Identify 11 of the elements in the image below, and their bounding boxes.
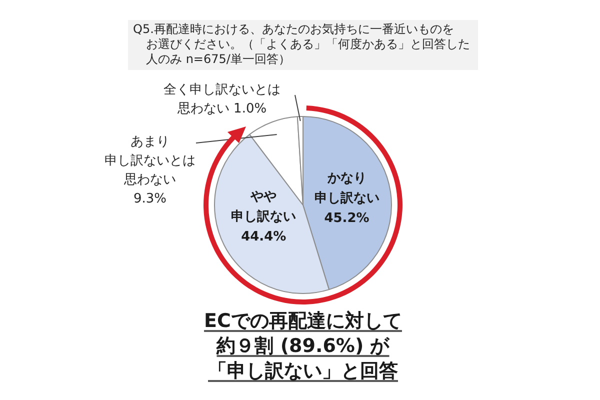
data-label: 9.3% (133, 191, 167, 206)
data-label: 45.2% (324, 210, 370, 226)
slice-label: 全く申し訳ないとは思わない 1.0% (164, 82, 280, 116)
text: ECでの再配達に対して (204, 310, 402, 332)
data-label: 44.4% (241, 230, 286, 245)
slice-label: やや申し訳ない (231, 190, 296, 225)
text: 「申し訳ない」と回答 (208, 360, 398, 382)
chart-title: Q5.再配達時における、あなたのお気持ちに一番近いものをお選びください。（「よくある」「何度かある」と回答した人のみ n=675/単一回答） (128, 20, 478, 70)
text: 約９割 (89.6%) が (216, 335, 390, 357)
slice-label: あまり申し訳ないとは思わない (104, 134, 196, 188)
slice-label: かなり申し訳ない (314, 170, 380, 206)
